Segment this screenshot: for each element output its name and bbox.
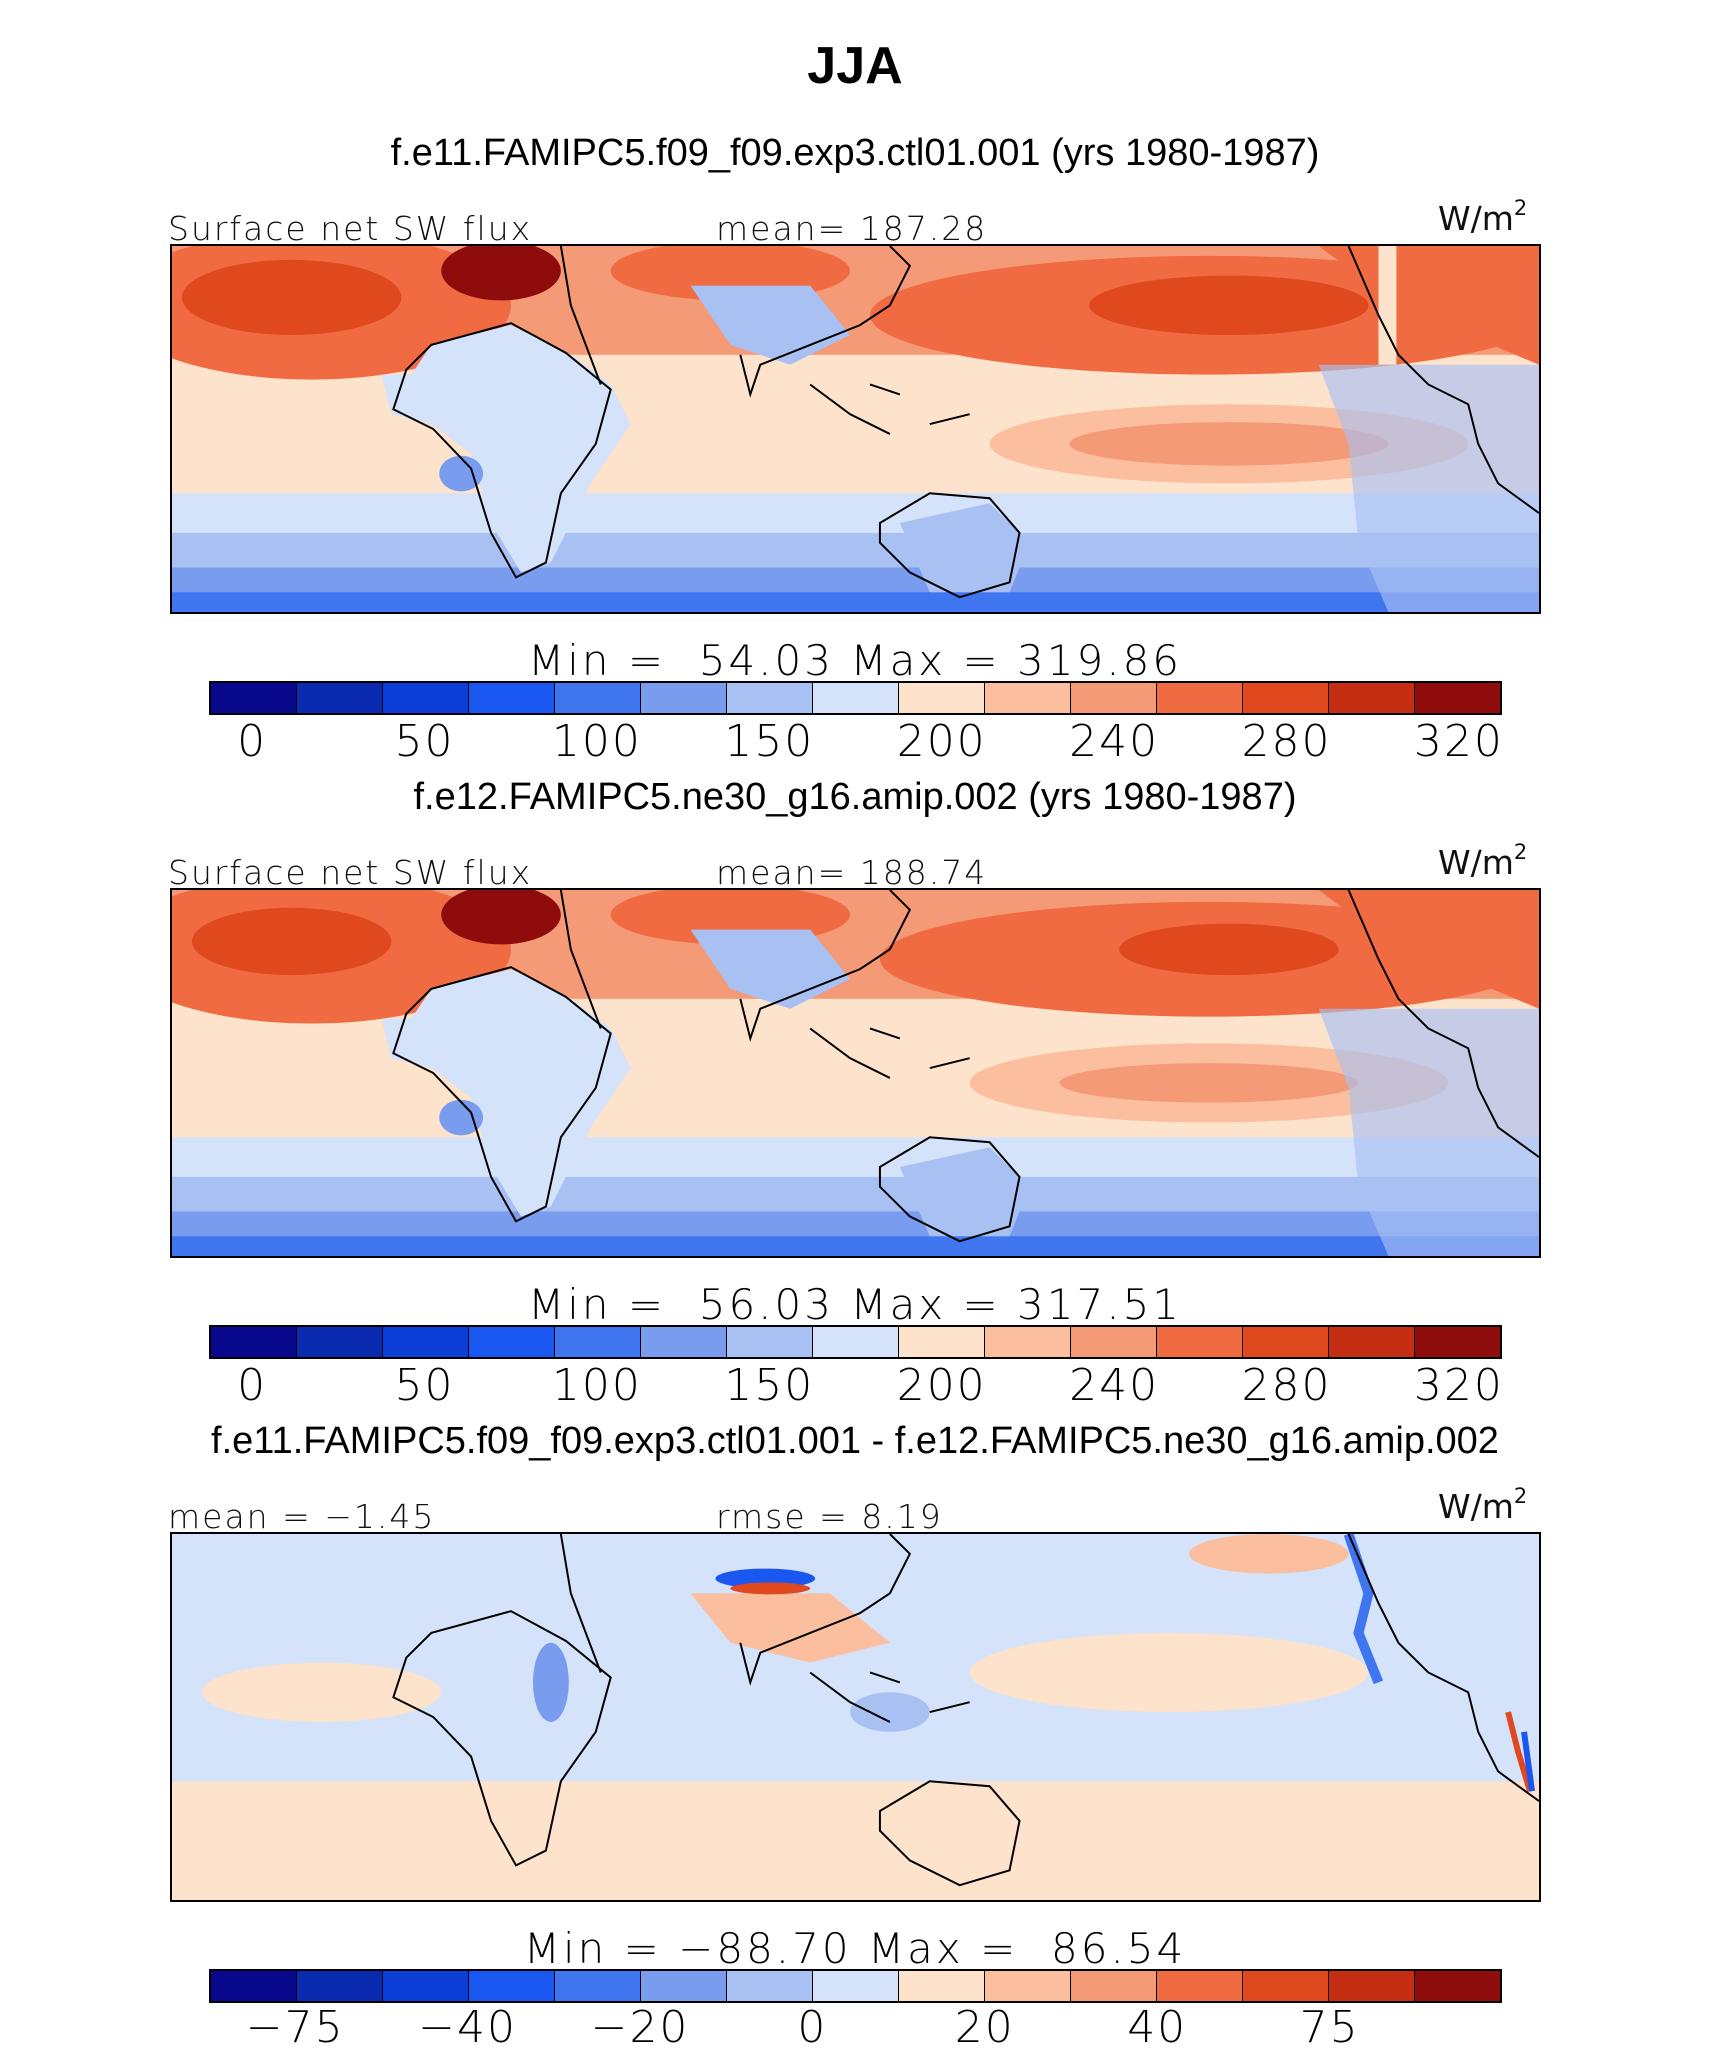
colorbar-tick-label: 50 <box>394 716 455 767</box>
colorbar-segment <box>1329 1971 1415 2001</box>
colorbar-segment <box>1157 683 1243 713</box>
colorbar-segment <box>383 683 469 713</box>
panel-2-title: f.e12.FAMIPC5.ne30_g16.amip.002 (yrs 198… <box>413 776 1297 818</box>
colorbar-tick-label: 240 <box>1069 716 1160 767</box>
colorbar-segment <box>985 1327 1071 1357</box>
panel-1-minmax: Min = 54.03 Max = 319.86 <box>527 636 1183 685</box>
colorbar-segment <box>555 1327 641 1357</box>
colorbar-segment <box>297 1327 383 1357</box>
colorbar-tick-label: 280 <box>1241 1360 1332 1411</box>
colorbar-segment <box>211 683 297 713</box>
colorbar-segment <box>641 1971 727 2001</box>
colorbar-segment <box>899 1971 985 2001</box>
colorbar-tick-label: 75 <box>1299 2002 1360 2053</box>
colorbar-segment <box>1157 1327 1243 1357</box>
colorbar-tick-label: 200 <box>896 1360 987 1411</box>
colorbar-segment <box>469 1327 555 1357</box>
colorbar-segment <box>297 683 383 713</box>
panel-2-mean-label: mean= 188.74 <box>716 853 988 892</box>
colorbar-tick-label: 200 <box>896 716 987 767</box>
colorbar-tick-label: 0 <box>237 716 268 767</box>
colorbar-segment <box>555 1971 641 2001</box>
colorbar-segment <box>211 1327 297 1357</box>
colorbar-tick-label: 280 <box>1241 716 1332 767</box>
colorbar-segment <box>211 1971 297 2001</box>
panel-3-colorbar <box>209 1969 1502 2003</box>
colorbar-segment <box>469 1971 555 2001</box>
colorbar-segment <box>383 1327 469 1357</box>
colorbar-segment <box>297 1971 383 2001</box>
panel-2-map <box>170 888 1541 1258</box>
panel-1-variable-label: Surface net SW flux <box>168 209 533 248</box>
colorbar-tick-label: 240 <box>1069 1360 1160 1411</box>
panel-1-colorbar-ticks: 0 50 100 150 200 240 280 320 <box>209 720 1502 770</box>
colorbar-tick-label: 320 <box>1413 716 1504 767</box>
colorbar-segment <box>727 1327 813 1357</box>
colorbar-segment <box>469 683 555 713</box>
colorbar-tick-label: 100 <box>551 1360 642 1411</box>
colorbar-segment <box>1071 683 1157 713</box>
panel-2-variable-label: Surface net SW flux <box>168 853 533 892</box>
colorbar-segment <box>641 683 727 713</box>
colorbar-tick-label: 50 <box>394 1360 455 1411</box>
colorbar-segment <box>813 1971 899 2001</box>
colorbar-tick-label: −75 <box>245 2002 345 2053</box>
panel-3-rmse-label: rmse = 8.19 <box>716 1497 943 1536</box>
panel-3-minmax: Min = −88.70 Max = 86.54 <box>523 1924 1187 1973</box>
colorbar-segment <box>727 683 813 713</box>
colorbar-segment <box>1157 1971 1243 2001</box>
panel-3-units: W/m2 <box>1438 1484 1528 1526</box>
colorbar-tick-label: 100 <box>551 716 642 767</box>
panel-3-title: f.e11.FAMIPC5.f09_f09.exp3.ctl01.001 - f… <box>211 1420 1499 1462</box>
colorbar-segment <box>1243 1971 1329 2001</box>
colorbar-segment <box>1415 1327 1500 1357</box>
colorbar-tick-label: 150 <box>724 1360 815 1411</box>
colorbar-segment <box>1329 683 1415 713</box>
colorbar-tick-label: 150 <box>724 716 815 767</box>
panel-1-title: f.e11.FAMIPC5.f09_f09.exp3.ctl01.001 (yr… <box>390 132 1320 174</box>
panel-2-colorbar-ticks: 0 50 100 150 200 240 280 320 <box>209 1364 1502 1414</box>
colorbar-segment <box>1071 1971 1157 2001</box>
colorbar-segment <box>1329 1327 1415 1357</box>
colorbar-segment <box>1415 683 1500 713</box>
colorbar-segment <box>555 683 641 713</box>
colorbar-tick-label: 0 <box>237 1360 268 1411</box>
colorbar-tick-label: 40 <box>1127 2002 1188 2053</box>
colorbar-segment <box>813 683 899 713</box>
colorbar-segment <box>1243 1327 1329 1357</box>
panel-2-units: W/m2 <box>1438 840 1528 882</box>
panel-3-colorbar-ticks: −75 −40 −20 0 20 40 75 <box>209 2006 1502 2056</box>
panel-1-mean-label: mean= 187.28 <box>716 209 988 248</box>
page-title: JJA <box>807 37 903 95</box>
colorbar-segment <box>899 683 985 713</box>
colorbar-tick-label: 0 <box>797 2002 828 2053</box>
panel-1-units: W/m2 <box>1438 196 1528 238</box>
colorbar-segment <box>1415 1971 1500 2001</box>
colorbar-segment <box>985 1971 1071 2001</box>
panel-2-colorbar <box>209 1325 1502 1359</box>
colorbar-segment <box>1071 1327 1157 1357</box>
colorbar-segment <box>899 1327 985 1357</box>
panel-1-map <box>170 244 1541 614</box>
colorbar-tick-label: 320 <box>1413 1360 1504 1411</box>
colorbar-segment <box>383 1971 469 2001</box>
colorbar-tick-label: −20 <box>590 2002 690 2053</box>
colorbar-tick-label: 20 <box>954 2002 1015 2053</box>
colorbar-tick-label: −40 <box>418 2002 518 2053</box>
colorbar-segment <box>813 1327 899 1357</box>
panel-3-map <box>170 1532 1541 1902</box>
panel-3-mean-label: mean = −1.45 <box>168 1497 436 1536</box>
panel-2-minmax: Min = 56.03 Max = 317.51 <box>527 1280 1183 1329</box>
colorbar-segment <box>985 683 1071 713</box>
panel-1-colorbar <box>209 681 1502 715</box>
colorbar-segment <box>641 1327 727 1357</box>
colorbar-segment <box>727 1971 813 2001</box>
colorbar-segment <box>1243 683 1329 713</box>
